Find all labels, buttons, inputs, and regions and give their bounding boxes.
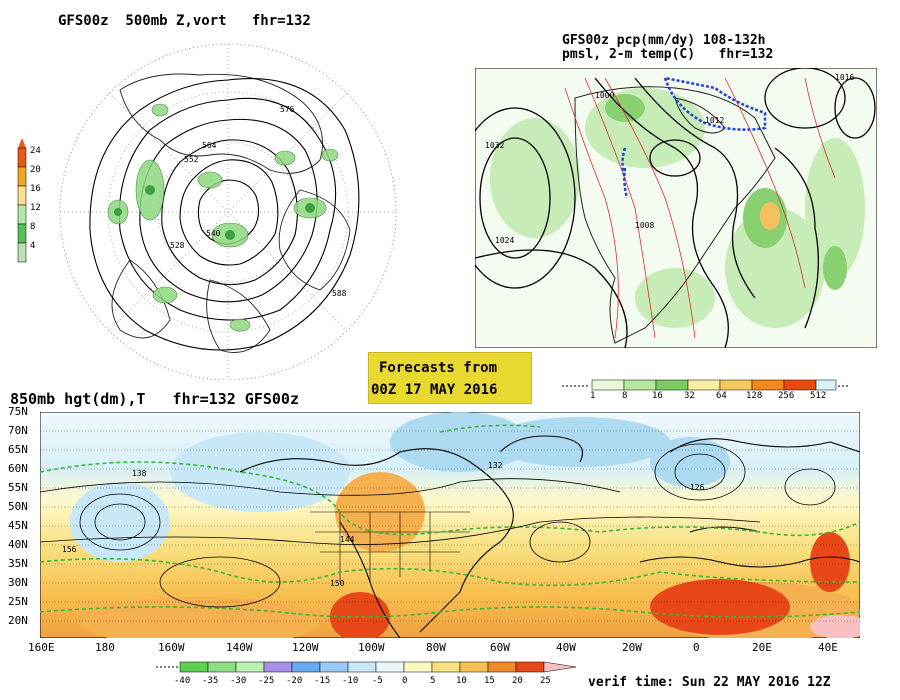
- contour-label: 588: [332, 289, 347, 298]
- colorbar-label: -25: [258, 676, 275, 686]
- colorbar-label: 16: [30, 184, 41, 194]
- panel-850-title: 850mb hgt(dm),T fhr=132 GFS00z: [10, 390, 299, 408]
- height-label: 156: [62, 545, 77, 554]
- colorbar-label: 8: [30, 222, 36, 232]
- colorbar-label: 1: [590, 391, 596, 401]
- colorbar-label: 8: [622, 391, 628, 401]
- colorbar-label: 128: [746, 391, 763, 401]
- colorbar-label: -5: [372, 676, 383, 686]
- lon-label: 160E: [28, 641, 55, 654]
- height-label: 150: [330, 579, 345, 588]
- contour-label: 576: [280, 105, 295, 114]
- lon-label: 140W: [226, 641, 253, 654]
- lat-label: 70N: [8, 424, 28, 437]
- isobar-label: 1016: [835, 73, 854, 82]
- isobar-label: 1008: [635, 221, 654, 230]
- lon-label: 40W: [556, 641, 576, 654]
- lon-label: 160W: [158, 641, 185, 654]
- lat-label: 20N: [8, 614, 28, 627]
- colorbar-label: -10: [342, 676, 359, 686]
- contour-label: 540: [206, 229, 221, 238]
- polar-panel-title: GFS00z 500mb Z,vort fhr=132: [58, 13, 311, 29]
- contour-label: 528: [170, 241, 185, 250]
- height-label: 138: [132, 469, 147, 478]
- lat-label: 30N: [8, 576, 28, 589]
- precip-colorbar: 1 8 16 32 64 128 256 512: [560, 378, 850, 402]
- forecast-banner: Forecasts from 00Z 17 MAY 2016: [368, 352, 532, 404]
- lat-label: 55N: [8, 481, 28, 494]
- lon-label: 100W: [358, 641, 385, 654]
- lon-label: 60W: [490, 641, 510, 654]
- colorbar-label: -40: [174, 676, 191, 686]
- lon-label: 0: [693, 641, 700, 654]
- temp-colorbar: -40 -35 -30 -25 -20 -15 -10 -5 0 5 10 15…: [156, 660, 586, 690]
- colorbar-label: -20: [286, 676, 303, 686]
- lat-label: 25N: [8, 595, 28, 608]
- lon-label: 40E: [818, 641, 838, 654]
- lon-label: 80W: [426, 641, 446, 654]
- lat-axis: 75N 70N 65N 60N 55N 50N 45N 40N 35N 30N …: [8, 402, 28, 630]
- banner-line1: Forecasts from: [379, 360, 498, 376]
- colorbar-label: 12: [30, 203, 41, 213]
- isobar-label: 1012: [705, 116, 724, 125]
- precip-title-line2: pmsl, 2-m temp(C) fhr=132: [562, 47, 774, 62]
- verif-time: verif time: Sun 22 MAY 2016 12Z: [588, 675, 831, 690]
- colorbar-label: 4: [30, 241, 36, 251]
- height-label: 132: [488, 461, 503, 470]
- colorbar-label: 16: [652, 391, 663, 401]
- colorbar-label: 5: [430, 676, 436, 686]
- lat-label: 45N: [8, 519, 28, 532]
- lat-label: 35N: [8, 557, 28, 570]
- colorbar-label: 10: [456, 676, 467, 686]
- isobar-label: 1024: [495, 236, 514, 245]
- map-850mb: 138 144 150 156 132 126: [40, 412, 860, 638]
- precip-map: 1016 1008 1024 1032 1000 1012: [475, 68, 877, 348]
- colorbar-label: 0: [402, 676, 408, 686]
- contour-label: 552: [184, 155, 199, 164]
- lat-label: 60N: [8, 462, 28, 475]
- colorbar-label: 64: [716, 391, 727, 401]
- colorbar-label: 32: [684, 391, 695, 401]
- lon-label: 180: [95, 641, 115, 654]
- polar-500mb-map: 576 564 552 540 528 588: [59, 43, 397, 380]
- lat-label: 40N: [8, 538, 28, 551]
- height-label: 144: [340, 535, 355, 544]
- lat-label: 50N: [8, 500, 28, 513]
- lon-label: 20W: [622, 641, 642, 654]
- colorbar-label: -35: [202, 676, 219, 686]
- colorbar-label: 24: [30, 146, 41, 156]
- colorbar-label: 20: [30, 165, 41, 175]
- colorbar-label: 15: [484, 676, 495, 686]
- vort-colorbar: 24 20 16 12 8 4: [16, 138, 56, 264]
- height-label: 126: [690, 483, 705, 492]
- lat-label: 65N: [8, 443, 28, 456]
- isobar-label: 1032: [485, 141, 504, 150]
- colorbar-label: 512: [810, 391, 827, 401]
- banner-line2: 00Z 17 MAY 2016: [371, 382, 498, 398]
- colorbar-label: -30: [230, 676, 247, 686]
- colorbar-label: 20: [512, 676, 523, 686]
- lon-label: 20E: [752, 641, 772, 654]
- precip-title-line1: GFS00z pcp(mm/dy) 108-132h: [562, 33, 766, 48]
- colorbar-label: 256: [778, 391, 795, 401]
- contour-label: 564: [202, 141, 217, 150]
- lon-label: 120W: [292, 641, 319, 654]
- lat-label: 75N: [8, 405, 28, 418]
- isobar-label: 1000: [595, 91, 614, 100]
- colorbar-label: -15: [314, 676, 331, 686]
- colorbar-label: 25: [540, 676, 551, 686]
